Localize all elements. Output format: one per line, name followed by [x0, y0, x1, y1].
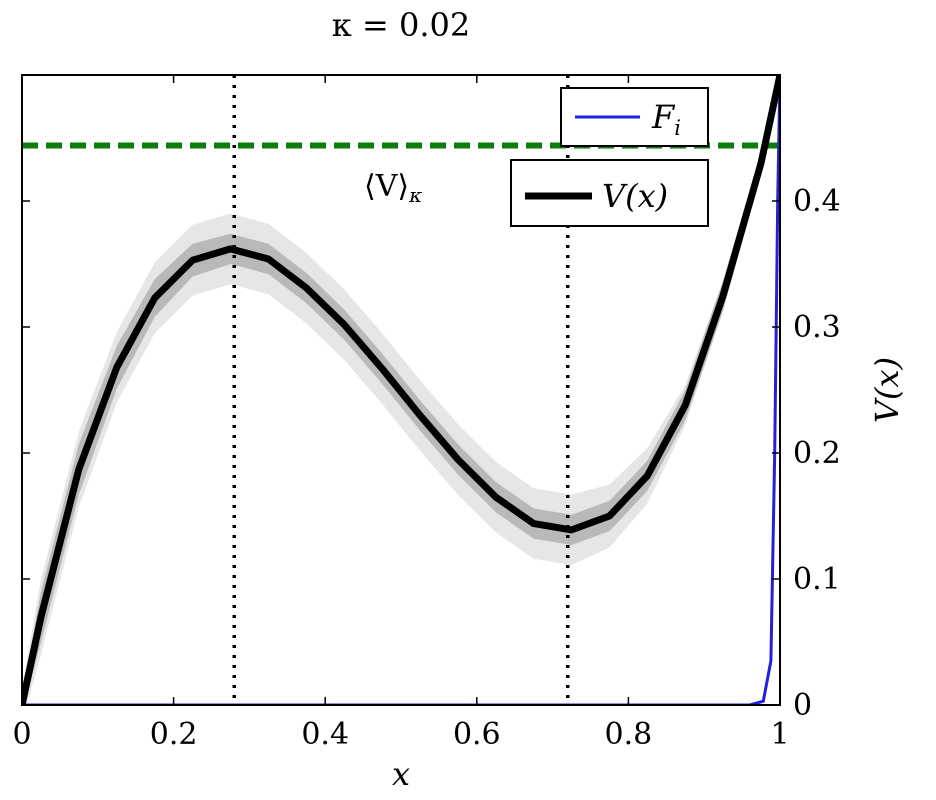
- mean-line-label-sub: κ: [408, 183, 422, 207]
- x-tick-label: 1: [770, 717, 789, 752]
- x-tick-label: 0.8: [605, 717, 653, 752]
- x-axis-label: x: [392, 755, 410, 793]
- y-tick-label: 0.3: [793, 310, 841, 345]
- legend-fi-label: Fi: [651, 98, 681, 140]
- y-tick-label: 0.4: [793, 184, 841, 219]
- mean-line-label-main: ⟨V⟩: [364, 169, 409, 204]
- x-tick-label: 0.6: [453, 717, 501, 752]
- y-tick-label: 0.2: [793, 436, 841, 471]
- mean-line-label: ⟨V⟩κ: [364, 169, 422, 207]
- legend-fi: Fi: [560, 87, 709, 147]
- legend-vx: V(x): [510, 159, 709, 227]
- legend-fi-label-sub: i: [674, 116, 681, 140]
- series-line-vx: [22, 75, 780, 705]
- chart-title: κ = 0.02: [332, 6, 470, 44]
- y-tick-label: 0: [793, 688, 812, 723]
- x-tick-label: 0.4: [301, 717, 349, 752]
- y-tick-label: 0.1: [793, 562, 841, 597]
- x-tick-label: 0: [12, 717, 31, 752]
- x-tick-label: 0.2: [150, 717, 198, 752]
- legend-vx-label: V(x): [602, 177, 668, 215]
- legend-fi-label-main: F: [651, 98, 676, 136]
- axes-frame: [21, 74, 781, 706]
- y-axis-label: V(x): [868, 357, 906, 423]
- ticks: 0 0.2 0.4 0.6 0.8 100.10.20.30.4: [12, 75, 841, 752]
